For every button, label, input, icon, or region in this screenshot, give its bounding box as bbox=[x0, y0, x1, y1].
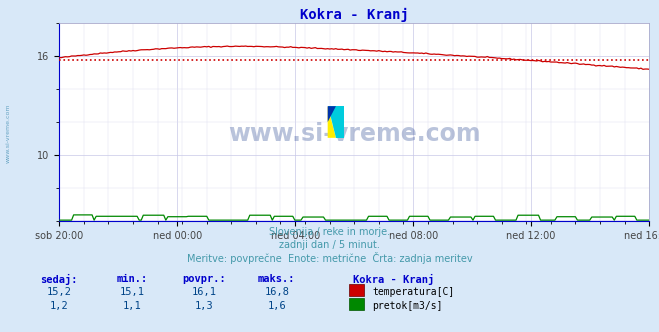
Text: www.si-vreme.com: www.si-vreme.com bbox=[6, 103, 11, 163]
Polygon shape bbox=[328, 106, 336, 122]
Text: 15,2: 15,2 bbox=[47, 287, 72, 297]
Text: 16,1: 16,1 bbox=[192, 287, 217, 297]
Polygon shape bbox=[328, 106, 344, 138]
Text: min.:: min.: bbox=[116, 274, 148, 284]
Text: Slovenija / reke in morje.: Slovenija / reke in morje. bbox=[269, 227, 390, 237]
Polygon shape bbox=[328, 106, 336, 138]
Text: www.si-vreme.com: www.si-vreme.com bbox=[228, 122, 480, 146]
Text: 15,1: 15,1 bbox=[119, 287, 144, 297]
Text: pretok[m3/s]: pretok[m3/s] bbox=[372, 301, 443, 311]
Text: povpr.:: povpr.: bbox=[183, 274, 226, 284]
Text: zadnji dan / 5 minut.: zadnji dan / 5 minut. bbox=[279, 240, 380, 250]
Text: 1,3: 1,3 bbox=[195, 301, 214, 311]
Text: maks.:: maks.: bbox=[258, 274, 295, 284]
Text: Kokra - Kranj: Kokra - Kranj bbox=[353, 274, 434, 285]
Text: Meritve: povprečne  Enote: metrične  Črta: zadnja meritev: Meritve: povprečne Enote: metrične Črta:… bbox=[186, 252, 473, 264]
Text: 1,6: 1,6 bbox=[268, 301, 286, 311]
Text: sedaj:: sedaj: bbox=[41, 274, 78, 285]
Text: temperatura[C]: temperatura[C] bbox=[372, 287, 455, 297]
Text: 1,2: 1,2 bbox=[50, 301, 69, 311]
Text: 16,8: 16,8 bbox=[264, 287, 289, 297]
Title: Kokra - Kranj: Kokra - Kranj bbox=[300, 8, 409, 22]
Text: 1,1: 1,1 bbox=[123, 301, 141, 311]
